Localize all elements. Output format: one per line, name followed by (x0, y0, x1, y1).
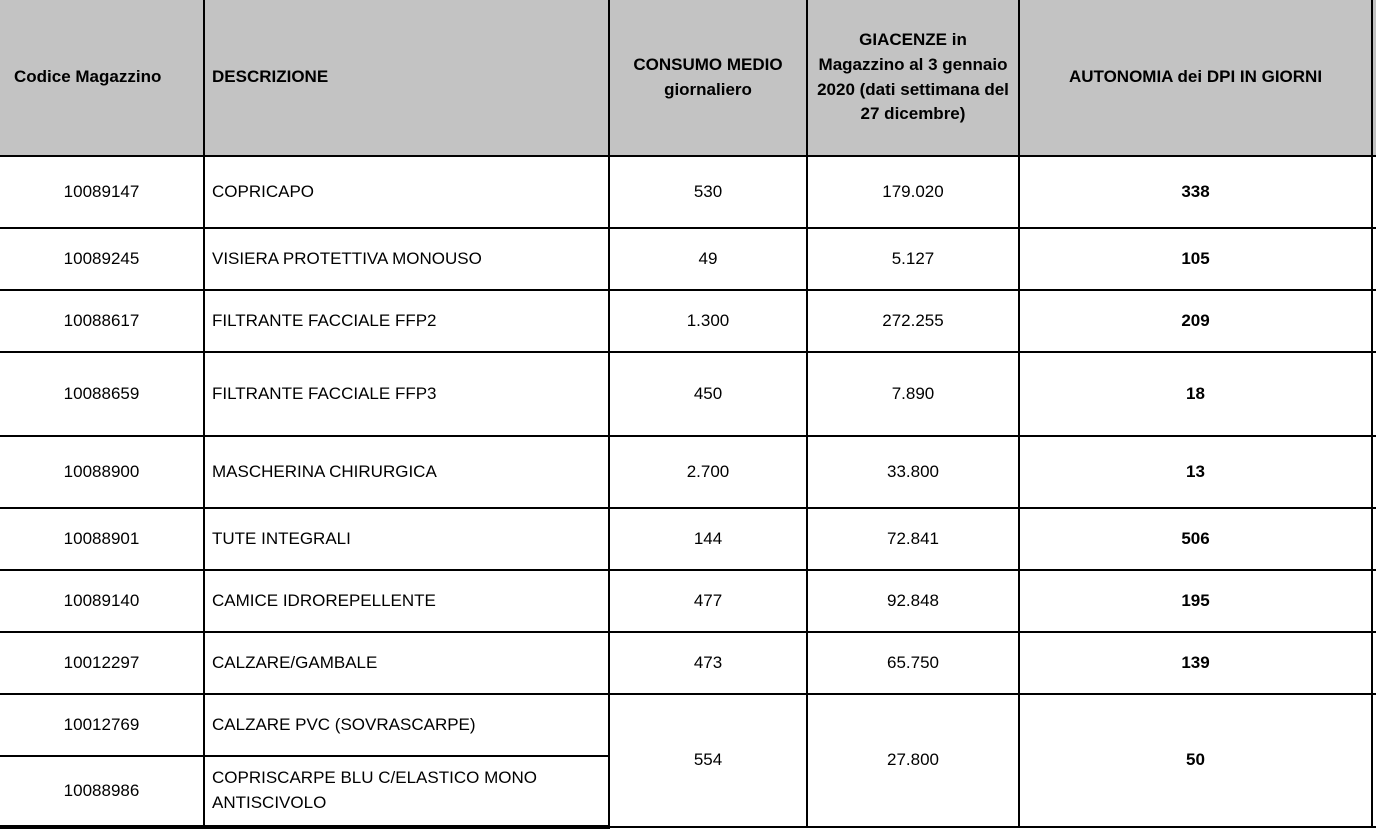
table-row: 10088617 FILTRANTE FACCIALE FFP2 1.300 2… (0, 290, 1376, 353)
cell-consumo-medio: 450 (609, 352, 808, 437)
cell-consumo-medio: 2.700 (609, 436, 808, 509)
row-right-spacer (1372, 694, 1376, 828)
cell-consumo-medio: 49 (609, 228, 808, 291)
cell-giacenze: 5.127 (807, 228, 1020, 291)
row-right-spacer (1372, 508, 1376, 571)
table-row: 10012297 CALZARE/GAMBALE 473 65.750 139 (0, 632, 1376, 695)
column-header-autonomia-dpi-giorni: AUTONOMIA dei DPI IN GIORNI (1019, 0, 1373, 157)
cell-codice-magazzino: 10012769 (0, 694, 205, 757)
cell-giacenze: 33.800 (807, 436, 1020, 509)
cell-autonomia: 209 (1019, 290, 1373, 353)
cell-codice-magazzino: 10088659 (0, 352, 205, 437)
cell-descrizione: CALZARE/GAMBALE (204, 632, 610, 695)
cell-descrizione: COPRICAPO (204, 156, 610, 229)
row-right-spacer (1372, 570, 1376, 633)
cell-autonomia: 13 (1019, 436, 1373, 509)
cell-descrizione: CALZARE PVC (SOVRASCARPE) (204, 694, 610, 757)
row-right-spacer (1372, 436, 1376, 509)
row-right-spacer (1372, 632, 1376, 695)
cell-giacenze: 92.848 (807, 570, 1020, 633)
table-row: 10088659 FILTRANTE FACCIALE FFP3 450 7.8… (0, 352, 1376, 437)
cell-autonomia: 195 (1019, 570, 1373, 633)
column-header-descrizione: DESCRIZIONE (204, 0, 610, 157)
cell-consumo-medio: 530 (609, 156, 808, 229)
cell-autonomia: 338 (1019, 156, 1373, 229)
cell-autonomia: 506 (1019, 508, 1373, 571)
cell-consumo-medio: 1.300 (609, 290, 808, 353)
cell-descrizione: MASCHERINA CHIRURGICA (204, 436, 610, 509)
cell-giacenze: 72.841 (807, 508, 1020, 571)
header-right-spacer (1372, 0, 1376, 157)
cell-codice-magazzino: 10088986 (0, 756, 205, 829)
cell-autonomia: 18 (1019, 352, 1373, 437)
column-header-codice-magazzino: Codice Magazzino (0, 0, 205, 157)
cell-autonomia-merged: 50 (1019, 694, 1373, 828)
cell-autonomia: 105 (1019, 228, 1373, 291)
cell-codice-magazzino: 10012297 (0, 632, 205, 695)
cell-giacenze: 179.020 (807, 156, 1020, 229)
table-header: Codice Magazzino DESCRIZIONE CONSUMO MED… (0, 0, 1376, 157)
cell-codice-magazzino: 10088900 (0, 436, 205, 509)
cell-descrizione: FILTRANTE FACCIALE FFP2 (204, 290, 610, 353)
table-row: 10012769 CALZARE PVC (SOVRASCARPE) 554 2… (0, 694, 1376, 828)
cell-giacenze: 272.255 (807, 290, 1020, 353)
cell-codice-magazzino: 10089147 (0, 156, 205, 229)
cell-descrizione: COPRISCARPE BLU C/ELASTICO MONO ANTISCIV… (204, 756, 610, 829)
cell-codice-magazzino: 10089140 (0, 570, 205, 633)
cell-giacenze: 7.890 (807, 352, 1020, 437)
cell-giacenze: 65.750 (807, 632, 1020, 695)
cell-giacenze-merged: 27.800 (807, 694, 1020, 828)
cell-descrizione: FILTRANTE FACCIALE FFP3 (204, 352, 610, 437)
header-row: Codice Magazzino DESCRIZIONE CONSUMO MED… (0, 0, 1376, 157)
cell-autonomia: 139 (1019, 632, 1373, 695)
table-row: 10089140 CAMICE IDROREPELLENTE 477 92.84… (0, 570, 1376, 633)
row-right-spacer (1372, 352, 1376, 437)
column-header-giacenze-magazzino: GIACENZE in Magazzino al 3 gennaio 2020 … (807, 0, 1020, 157)
table-row: 10088901 TUTE INTEGRALI 144 72.841 506 (0, 508, 1376, 571)
row-right-spacer (1372, 290, 1376, 353)
cell-codice-magazzino: 10088617 (0, 290, 205, 353)
cell-codice-magazzino: 10088901 (0, 508, 205, 571)
table-row: 10089245 VISIERA PROTETTIVA MONOUSO 49 5… (0, 228, 1376, 291)
cell-codice-magazzino: 10089245 (0, 228, 205, 291)
cell-descrizione: VISIERA PROTETTIVA MONOUSO (204, 228, 610, 291)
table-row: 10088900 MASCHERINA CHIRURGICA 2.700 33.… (0, 436, 1376, 509)
cell-consumo-medio-merged: 554 (609, 694, 808, 828)
table-row: 10089147 COPRICAPO 530 179.020 338 (0, 156, 1376, 229)
table-body: 10089147 COPRICAPO 530 179.020 338 10089… (0, 156, 1376, 829)
row-right-spacer (1372, 228, 1376, 291)
column-header-consumo-medio-giornaliero: CONSUMO MEDIO giornaliero (609, 0, 808, 157)
cell-consumo-medio: 477 (609, 570, 808, 633)
cell-consumo-medio: 144 (609, 508, 808, 571)
cell-consumo-medio: 473 (609, 632, 808, 695)
cell-descrizione: TUTE INTEGRALI (204, 508, 610, 571)
cell-descrizione: CAMICE IDROREPELLENTE (204, 570, 610, 633)
row-right-spacer (1372, 156, 1376, 229)
